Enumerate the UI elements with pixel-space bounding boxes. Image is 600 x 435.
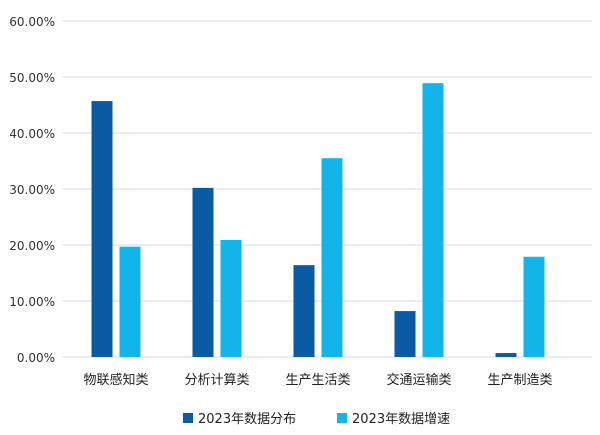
legend-swatch: [183, 413, 193, 423]
bar-growth: [523, 256, 545, 357]
x-tick-label: 分析计算类: [184, 373, 249, 388]
bar-distribution: [91, 101, 113, 357]
bar-distribution: [192, 187, 214, 357]
legend-label: 2023年数据增速: [352, 412, 450, 427]
y-tick-label: 50.00%: [9, 71, 55, 85]
y-tick-label: 30.00%: [9, 183, 55, 197]
y-tick-label: 40.00%: [9, 127, 55, 141]
y-tick-label: 60.00%: [9, 15, 55, 29]
legend-label: 2023年数据分布: [198, 412, 296, 427]
x-tick-label: 生产制造类: [487, 373, 552, 388]
bar-distribution: [495, 353, 517, 357]
y-tick-label: 0.00%: [17, 351, 55, 365]
bar-growth: [422, 83, 444, 357]
y-tick-label: 10.00%: [9, 295, 55, 309]
x-tick-label: 生产生活类: [285, 373, 350, 388]
bar-growth: [119, 246, 141, 357]
x-tick-label: 交通运输类: [386, 372, 451, 388]
x-tick-label: 物联感知类: [83, 372, 148, 388]
bar-distribution: [293, 265, 315, 357]
y-tick-label: 20.00%: [9, 239, 55, 253]
bar-growth: [220, 239, 242, 357]
bar-growth: [321, 158, 343, 357]
legend-swatch: [337, 413, 347, 423]
bar-distribution: [394, 311, 416, 357]
